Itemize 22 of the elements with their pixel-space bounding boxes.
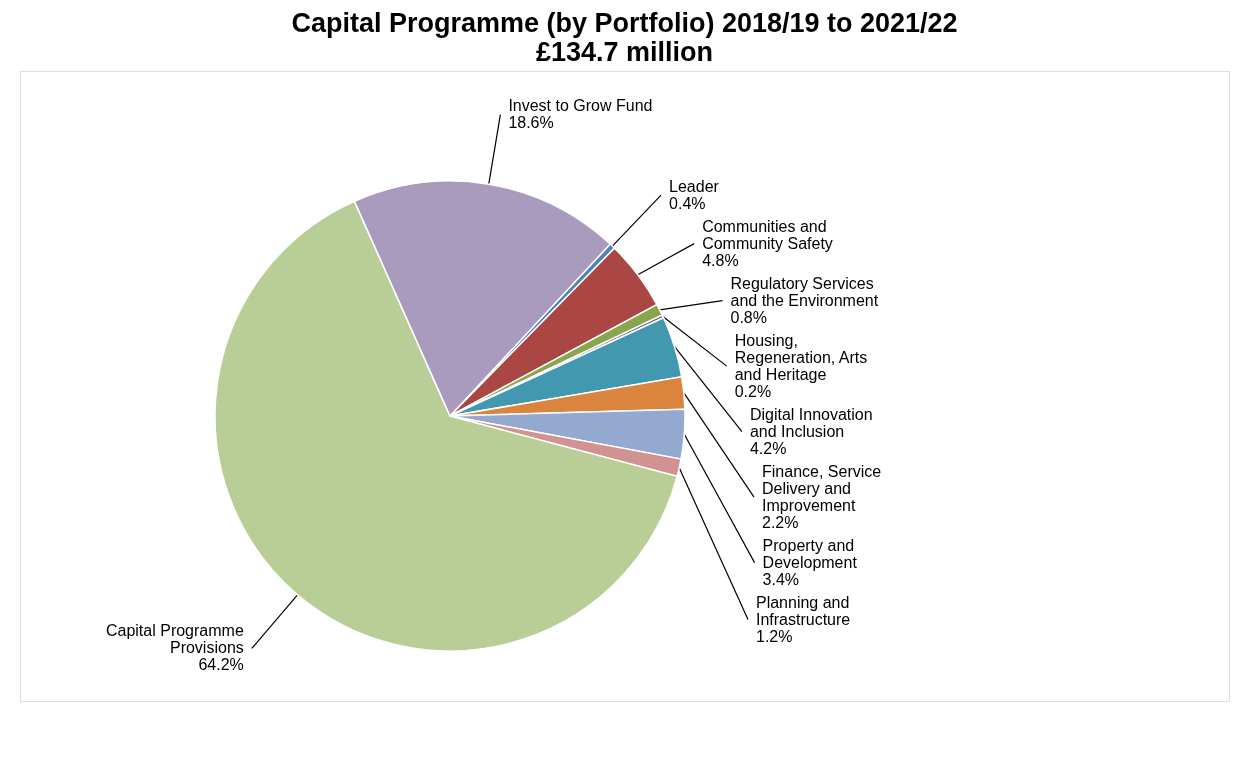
data-label: 3.4%: [762, 570, 800, 588]
data-label: 64.2%: [198, 656, 244, 674]
slice-label: Leader: [669, 177, 720, 195]
slice-label: Regulatory Services and the Environment: [730, 274, 879, 309]
slice-label: Invest to Grow Fund: [508, 97, 653, 115]
data-label: 0.4%: [669, 194, 706, 212]
slice-label: Capital Programme Provisions: [105, 622, 244, 657]
data-label: 4.8%: [702, 251, 739, 269]
slice-label: Housing, Regeneration, Arts and Heritage: [734, 331, 868, 383]
slice-label: Property and Development: [762, 536, 858, 571]
data-label: 0.8%: [730, 308, 767, 326]
slice-label: Communities and Community Safety: [702, 217, 833, 252]
data-label: 2.2%: [762, 513, 799, 531]
slice-label: Planning and Infrastructure: [755, 593, 851, 628]
data-label: 0.2%: [734, 382, 772, 400]
data-label: 18.6%: [508, 114, 554, 132]
slice-label: Digital Innovation and Inclusion: [749, 405, 873, 440]
slice-label: Finance, Service Delivery and Improvement: [762, 462, 882, 514]
data-label: 4.2%: [749, 439, 787, 457]
chart-title: Capital Programme (by Portfolio) 2018/19 to 2021/22: [291, 8, 958, 38]
data-label: 1.2%: [755, 627, 793, 645]
chart-subtitle: £134.7 million: [535, 37, 714, 67]
